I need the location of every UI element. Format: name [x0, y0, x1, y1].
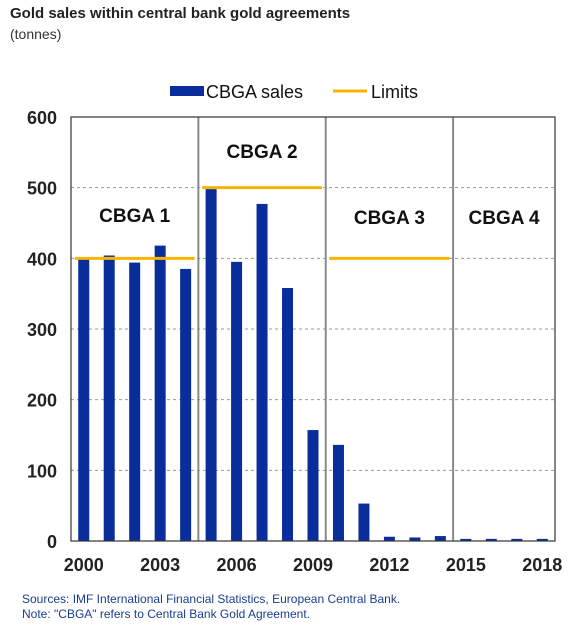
bar [536, 538, 548, 541]
gridlines [71, 187, 555, 471]
bar [103, 255, 115, 542]
limit-lines [74, 186, 450, 260]
x-tick-label: 2009 [293, 555, 333, 575]
bars [78, 189, 548, 542]
y-tick-label: 100 [27, 461, 57, 481]
y-tick-label: 600 [27, 108, 57, 128]
legend-label-cbga-sales: CBGA sales [206, 82, 303, 102]
y-tick-label: 200 [27, 391, 57, 411]
bar [409, 537, 421, 541]
bar [460, 538, 472, 541]
legend: CBGA sales Limits [170, 82, 418, 102]
bar [307, 430, 319, 541]
chart-title: Gold sales within central bank gold agre… [10, 5, 351, 22]
period-dividers [197, 117, 455, 541]
x-tick-label: 2015 [446, 555, 486, 575]
bar [434, 536, 446, 541]
bar [205, 189, 217, 541]
period-label: CBGA 1 [99, 206, 171, 227]
bar [383, 536, 395, 541]
bar [129, 262, 141, 541]
bar [154, 245, 166, 541]
bar [231, 261, 243, 541]
y-tick-label: 500 [27, 179, 57, 199]
legend-swatch-cbga-sales [170, 86, 204, 96]
period-label: CBGA 2 [227, 142, 298, 163]
chart-subtitle: (tonnes) [10, 26, 62, 42]
bar [282, 288, 294, 541]
bar [180, 268, 192, 541]
y-tick-label: 400 [27, 249, 57, 269]
bar [511, 538, 523, 541]
bar [485, 538, 497, 541]
bar [256, 203, 268, 542]
sources-note: Sources: IMF International Financial Sta… [22, 592, 401, 606]
x-tick-label: 2012 [369, 555, 409, 575]
definition-note: Note: "CBGA" refers to Central Bank Gold… [22, 607, 310, 621]
bar [78, 258, 90, 541]
bar [358, 503, 370, 541]
bar [332, 444, 344, 541]
labels: 0 100 200 300 400 500 600 CBGA 1 CBGA 2 CBGA 3 CBG… [27, 108, 562, 575]
period-label: CBGA 3 [354, 208, 425, 229]
x-tick-label: 2003 [140, 555, 180, 575]
y-tick-label: 0 [47, 532, 57, 552]
plot-frame [70, 116, 556, 542]
x-tick-label: 2018 [522, 555, 562, 575]
x-tick-label: 2000 [64, 555, 104, 575]
period-label: CBGA 4 [469, 208, 541, 229]
y-tick-label: 300 [27, 320, 57, 340]
x-tick-label: 2006 [217, 555, 257, 575]
legend-label-limits: Limits [371, 82, 418, 102]
